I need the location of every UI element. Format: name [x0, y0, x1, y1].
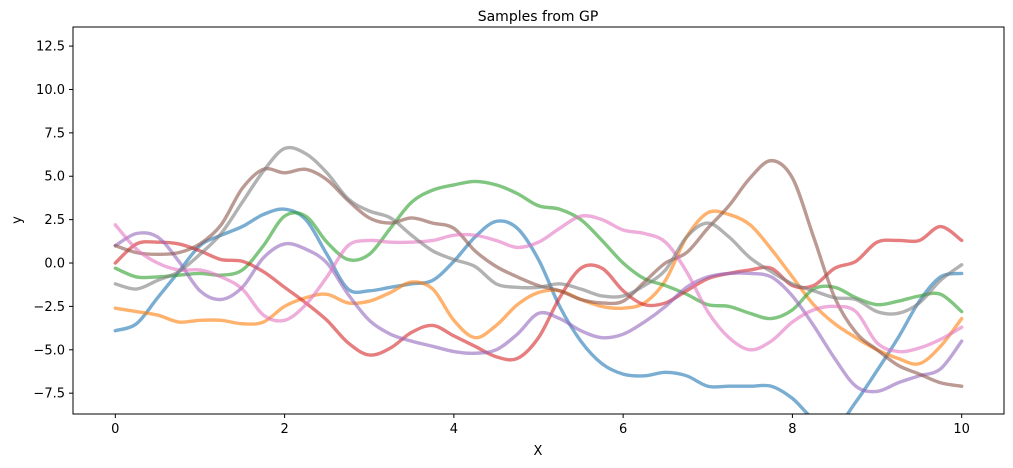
series-line-6 [113, 158, 964, 388]
plot-area [72, 26, 1005, 415]
y-tick-label: 12.5 [36, 40, 65, 55]
series-line-5 [113, 231, 964, 394]
plot-frame [72, 26, 1005, 415]
series-line-1 [113, 207, 964, 414]
y-tick-label: −5.0 [33, 343, 65, 358]
y-tick-label: 5.0 [44, 170, 65, 185]
x-tick-label: 2 [280, 422, 288, 437]
y-tick-label: −2.5 [33, 300, 65, 315]
y-axis-label: y [10, 216, 25, 224]
x-tick-label: 6 [619, 422, 627, 437]
x-tick-label: 0 [111, 422, 119, 437]
series-line-7 [113, 214, 964, 354]
y-tick-label: 2.5 [44, 213, 65, 228]
x-tick-label: 10 [953, 422, 970, 437]
y-axis: −7.5 −5.0 −2.5 0.0 2.5 5.0 7.5 10.0 12.5 [33, 40, 73, 402]
series-line-8 [113, 145, 964, 316]
y-tick-label: 0.0 [44, 257, 65, 272]
series-line-3 [113, 179, 964, 321]
y-tick-label: 10.0 [36, 83, 65, 98]
y-tick-label: −7.5 [33, 387, 65, 402]
series-group [113, 145, 964, 414]
x-axis-label: X [534, 444, 543, 459]
x-tick-label: 8 [788, 422, 796, 437]
x-axis: 0 2 4 6 8 10 [111, 414, 970, 437]
chart-title: Samples from GP [478, 9, 599, 25]
series-line-2 [113, 209, 964, 366]
x-tick-label: 4 [450, 422, 458, 437]
y-tick-label: 7.5 [44, 126, 65, 141]
